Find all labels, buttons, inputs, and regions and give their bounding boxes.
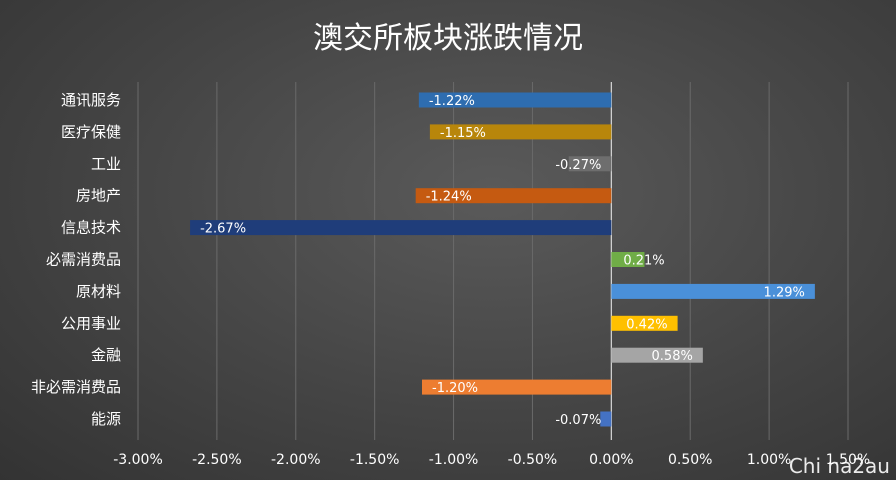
category-label: 医疗保健 [61, 123, 121, 141]
bar [422, 379, 612, 395]
category-label: 房地产 [76, 187, 121, 205]
x-tick-label: 1.00% [747, 452, 791, 468]
bar [611, 315, 678, 331]
category-label: 通讯服务 [61, 91, 121, 109]
category-label: 公用事业 [61, 314, 121, 332]
x-tick-label: -1.00% [429, 452, 479, 468]
bar [190, 220, 612, 236]
category-label: 原材料 [76, 282, 121, 300]
category-label: 金融 [91, 346, 121, 364]
category-label: 工业 [91, 155, 121, 173]
data-label: -2.67% [200, 222, 246, 237]
category-label: 信息技术 [61, 219, 121, 237]
data-label: 0.58% [652, 349, 693, 364]
data-label: -0.27% [555, 158, 601, 173]
x-tick-label: 0.50% [668, 452, 712, 468]
x-tick-label: -0.50% [508, 452, 558, 468]
watermark: Chi na2au [788, 454, 890, 478]
data-label: -1.15% [440, 126, 486, 141]
bar [429, 124, 612, 140]
data-label: -1.20% [432, 381, 478, 396]
x-tick-label: 1.50% [826, 452, 870, 468]
data-label: 1.29% [764, 285, 805, 300]
category-label: 必需消费品 [46, 251, 121, 269]
data-label: -0.07% [555, 413, 601, 428]
x-tick-label: -1.50% [350, 452, 400, 468]
x-tick-label: -2.50% [192, 452, 242, 468]
category-label: 非必需消费品 [31, 378, 121, 396]
grid-lines [137, 82, 849, 440]
bar [418, 92, 612, 108]
x-tick-label: -3.00% [113, 452, 163, 468]
data-labels: -1.22% -1.15% -0.27% -1.24% -2.67% 0.21% 1.29%… [200, 94, 805, 428]
bars-group [190, 92, 815, 427]
x-tick-label: 0.00% [589, 452, 633, 468]
bar [600, 411, 612, 427]
x-tick-label: -2.00% [271, 452, 321, 468]
x-tick-labels: -3.00% -2.50% -2.00% -1.50% -1.00% -0.50% 0.00… [113, 452, 870, 468]
bar [611, 347, 703, 363]
data-label: 0.21% [623, 254, 664, 269]
category-label: 能源 [91, 410, 121, 428]
data-label: -1.22% [429, 94, 475, 109]
chart-title: 澳交所板块涨跌情况 [313, 21, 583, 56]
bar [611, 252, 645, 267]
bar [568, 156, 612, 172]
data-label: -1.24% [426, 190, 472, 205]
bar [611, 283, 815, 299]
data-label: 0.42% [626, 317, 667, 332]
bar [415, 188, 612, 204]
